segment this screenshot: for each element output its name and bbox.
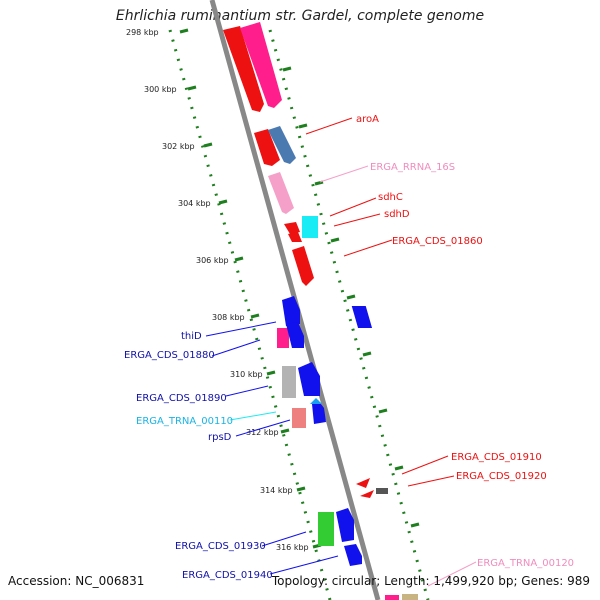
kbp-major-ticks [179, 28, 322, 549]
gene-feature-blue-308a [282, 296, 300, 326]
gene-label-erga-cds-01860: ERGA_CDS_01860 [392, 236, 483, 247]
gene-label-thiD: thiD [181, 331, 202, 342]
gene-label-erga-cds-01940: ERGA_CDS_01940 [182, 570, 273, 581]
gene-feature-sdhC [284, 222, 300, 234]
topology-text: Topology: circular; Length: 1,499,920 bp… [271, 574, 590, 588]
gene-feature-aroA [254, 129, 280, 166]
gene-feature-erga-rrna-16s [268, 172, 294, 214]
gene-feature-erga-cds-01890 [282, 366, 296, 398]
gene-label-erga-cds-01880: ERGA_CDS_01880 [124, 350, 215, 361]
kbp-label-316: 316 kbp [276, 543, 309, 552]
accession-text: Accession: NC_006831 [8, 574, 145, 588]
gene-feature-cyan [302, 216, 318, 238]
kbp-label-310: 310 kbp [230, 370, 263, 379]
kbp-label-308: 308 kbp [212, 313, 245, 322]
gene-feature-erga-trna-00120 [402, 594, 418, 600]
gene-label-erga-trna-00110: ERGA_TRNA_00110 [136, 416, 233, 427]
outer-ticks [282, 66, 420, 528]
gene-feature-thiD [351, 306, 373, 328]
gene-feature-erga-trna-00110 [292, 408, 306, 428]
gene-feature-rpsD [312, 400, 326, 424]
gene-label-erga-cds-01930: ERGA_CDS_01930 [175, 541, 266, 552]
gene-feature-blue-316a [336, 508, 354, 542]
gene-feature-gray-small [376, 488, 388, 494]
leader-lines [205, 117, 477, 587]
kbp-label-304: 304 kbp [178, 199, 211, 208]
gene-feature-erga-cds-01860 [292, 246, 314, 286]
gene-label-sdhC: sdhC [378, 192, 403, 203]
kbp-label-302: 302 kbp [162, 142, 195, 151]
gene-label-erga-cds-01920: ERGA_CDS_01920 [456, 471, 547, 482]
gene-feature-magenta-large [240, 22, 282, 108]
kbp-label-298: 298 kbp [126, 28, 159, 37]
gene-feature-steelblue [268, 126, 296, 164]
gene-feature-bottom-edge [385, 595, 399, 600]
gene-label-erga-cds-01890: ERGA_CDS_01890 [136, 393, 227, 404]
gene-label-erga-trna-00120: ERGA_TRNA_00120 [477, 558, 574, 569]
gene-label-erga-rrna-16s: ERGA_RRNA_16S [370, 162, 455, 173]
map-title: Ehrlichia ruminantium str. Gardel, compl… [115, 8, 485, 24]
gene-feature-erga-cds-01930 [318, 512, 334, 546]
gene-feature-sdhD [288, 232, 302, 242]
gene-feature-erga-cds-01910 [356, 478, 370, 488]
gene-feature-erga-cds-01880 [277, 328, 289, 348]
gene-label-sdhD: sdhD [384, 209, 410, 220]
inner-tick-track [168, 29, 332, 600]
kbp-label-306: 306 kbp [196, 256, 229, 265]
gene-feature-red-large [223, 26, 264, 112]
gene-feature-blue-308b [286, 322, 304, 348]
gene-feature-trna-blue-small [310, 398, 322, 404]
gene-feature-erga-cds-01920 [360, 490, 374, 498]
kbp-label-300: 300 kbp [144, 85, 177, 94]
gene-feature-blue-310 [298, 362, 320, 396]
kbp-label-314: 314 kbp [260, 486, 293, 495]
kbp-label-312: 312 kbp [246, 428, 279, 437]
gene-label-rpsD: rpsD [208, 432, 232, 443]
gene-feature-erga-cds-01940 [344, 544, 362, 566]
gene-label-erga-cds-01910: ERGA_CDS_01910 [451, 452, 542, 463]
gene-label-aroA: aroA [356, 114, 379, 125]
